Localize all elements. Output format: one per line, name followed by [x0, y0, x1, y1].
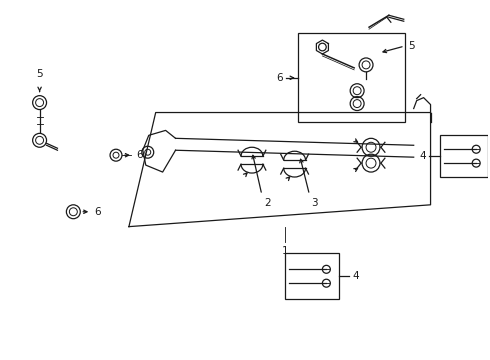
- Text: 4: 4: [352, 271, 359, 281]
- Text: 2: 2: [264, 198, 270, 208]
- Text: 1: 1: [281, 247, 288, 256]
- Bar: [285, 253, 339, 299]
- Text: 5: 5: [36, 69, 43, 79]
- Text: 5: 5: [408, 41, 415, 51]
- Text: 6: 6: [136, 150, 143, 160]
- Text: 4: 4: [419, 151, 426, 161]
- Bar: [441, 135, 488, 177]
- Bar: [297, 33, 405, 122]
- Text: 6: 6: [276, 73, 283, 83]
- Text: 6: 6: [94, 207, 101, 217]
- Text: 3: 3: [312, 198, 318, 208]
